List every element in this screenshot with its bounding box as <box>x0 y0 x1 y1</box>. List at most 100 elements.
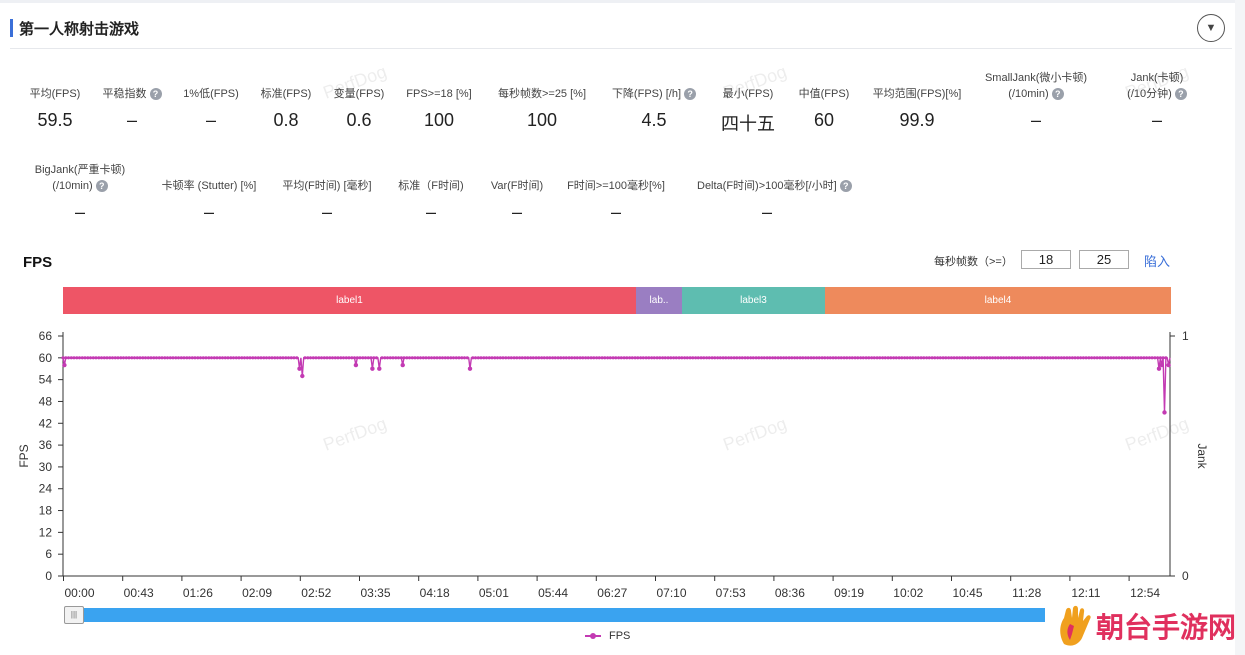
fps-point <box>622 356 626 360</box>
fps-point <box>372 356 376 360</box>
fps-point <box>589 356 593 360</box>
metric-value: 100 <box>423 110 455 130</box>
fps-threshold-input-1[interactable]: 18 <box>1021 250 1071 269</box>
fps-threshold-input-2[interactable]: 25 <box>1079 250 1129 269</box>
label-segment-label2[interactable]: lab.. <box>636 287 682 314</box>
fps-point <box>102 356 106 360</box>
y-tick-label: 6 <box>45 547 52 561</box>
fps-chart[interactable]: 0 6 12 18 24 30 36 42 48 54 60 66 0 1 FPS Jank 00:00 00:4… <box>0 320 1235 605</box>
label-segment-label3[interactable]: label3 <box>682 287 825 314</box>
fps-point <box>446 356 450 360</box>
fps-point <box>471 356 475 360</box>
fps-point <box>903 356 907 360</box>
fps-point <box>198 356 203 360</box>
metric-label: 平均(FPS) <box>29 88 81 100</box>
metric-label-unit: (/10分钟) ? <box>1087 86 1227 102</box>
fps-point <box>916 356 920 360</box>
metric-label: 变量(FPS) <box>333 88 385 100</box>
fps-point <box>64 356 68 360</box>
fps-point <box>677 356 681 360</box>
collapse-button[interactable]: ▼ <box>1197 14 1225 42</box>
fps-point <box>138 356 142 360</box>
fps-point <box>740 356 744 360</box>
fps-point <box>683 356 687 360</box>
help-icon[interactable]: ? <box>149 88 162 101</box>
help-icon[interactable]: ? <box>1174 88 1187 101</box>
section-header: 第一人称射击游戏 <box>10 14 1232 42</box>
fps-point <box>278 356 282 360</box>
hand-logo-icon <box>1060 605 1091 646</box>
chevron-down-icon: ▼ <box>1205 22 1217 34</box>
label-segment-label1[interactable]: label1 <box>63 287 636 314</box>
fps-point <box>606 356 610 360</box>
fps-point <box>402 356 406 360</box>
fps-point <box>1076 356 1080 360</box>
zoom-slider-track[interactable] <box>84 608 1045 622</box>
fps-point <box>1125 356 1129 360</box>
zoom-slider-handle[interactable]: ||| <box>64 606 84 624</box>
fps-point <box>504 356 508 360</box>
fps-point <box>226 356 230 360</box>
y2-tick-label: 0 <box>1182 569 1189 583</box>
fps-point <box>982 356 987 360</box>
fps-point <box>207 356 211 360</box>
help-icon[interactable]: ? <box>95 180 108 193</box>
fps-point <box>1158 356 1162 360</box>
help-icon[interactable]: ? <box>1051 88 1064 101</box>
fps-point <box>507 356 511 360</box>
fps-point <box>135 356 139 360</box>
metric-label: 标准(FPS) <box>260 88 312 100</box>
x-tick-label: 12:54 <box>1130 586 1160 600</box>
fps-point <box>201 356 205 360</box>
metric-value: – <box>74 202 85 222</box>
fps-dip-point <box>400 362 405 368</box>
metric-label: BigJank(严重卡顿) <box>34 164 126 176</box>
apply-threshold-link[interactable]: 陷入 <box>1144 254 1171 269</box>
fps-point <box>493 356 497 360</box>
chart-legend[interactable]: FPS <box>585 630 630 642</box>
label-segment-label4[interactable]: label4 <box>825 287 1171 314</box>
fps-point <box>977 356 981 360</box>
fps-point <box>608 356 612 360</box>
fps-point <box>1134 356 1138 360</box>
fps-point <box>834 356 838 360</box>
fps-point <box>1123 356 1127 360</box>
fps-point <box>793 356 797 360</box>
metric: 平稳指数 ? – <box>62 86 202 131</box>
fps-point <box>237 356 241 360</box>
fps-point <box>776 356 780 360</box>
fps-point <box>820 356 824 360</box>
fps-point <box>883 356 887 360</box>
x-tick-label: 06:27 <box>597 586 627 600</box>
fps-point <box>1145 356 1149 360</box>
fps-point <box>308 356 313 360</box>
fps-point <box>66 356 71 360</box>
metric-label: 平均(F时间) [毫秒] <box>282 180 372 192</box>
fps-point <box>116 356 120 360</box>
fps-point <box>83 356 87 360</box>
fps-point <box>176 356 181 360</box>
fps-point <box>644 356 648 360</box>
fps-point <box>286 356 291 360</box>
fps-point <box>1139 356 1143 360</box>
fps-point <box>1131 356 1135 360</box>
help-icon[interactable]: ? <box>839 180 852 193</box>
fps-point <box>215 356 219 360</box>
metric: BigJank(严重卡顿) (/10min) ? – <box>10 162 150 223</box>
fps-point <box>179 356 183 360</box>
help-icon[interactable]: ? <box>684 88 697 101</box>
fps-point <box>534 356 538 360</box>
fps-point <box>757 356 761 360</box>
fps-point <box>374 356 379 360</box>
fps-point <box>473 356 478 360</box>
fps-point <box>1046 356 1050 360</box>
fps-point <box>383 356 387 360</box>
fps-point <box>121 356 126 360</box>
fps-point <box>429 356 434 360</box>
fps-point <box>721 356 725 360</box>
fps-point <box>1112 356 1116 360</box>
fps-point <box>674 356 678 360</box>
header-divider <box>10 48 1232 49</box>
fps-point <box>672 356 676 360</box>
fps-point <box>773 356 777 360</box>
